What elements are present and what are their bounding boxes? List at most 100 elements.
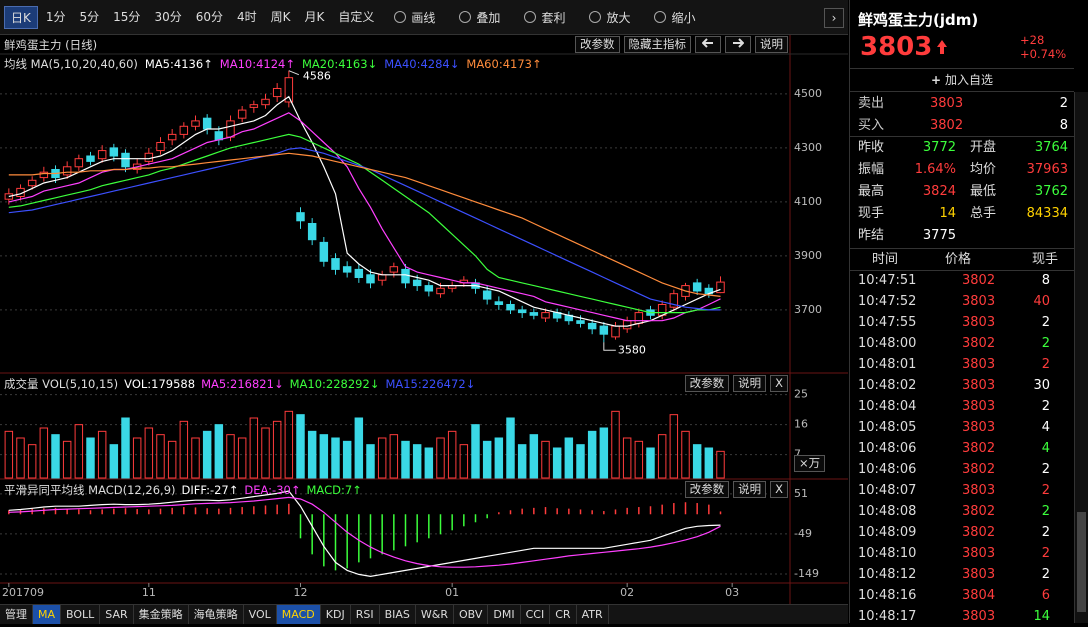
tool-label: 放大 bbox=[606, 10, 631, 25]
header-button[interactable]: 说明 bbox=[733, 481, 767, 498]
volume-bar bbox=[62, 440, 72, 479]
candle-body bbox=[354, 268, 364, 278]
volume-bar bbox=[412, 444, 422, 479]
candle-body bbox=[634, 312, 644, 324]
stat-value: 3762 bbox=[1034, 184, 1068, 199]
header-button[interactable]: 说明 bbox=[733, 375, 767, 392]
candle-body bbox=[716, 281, 725, 294]
legend-item: MA10:228292↓ bbox=[289, 376, 380, 391]
scrollbar[interactable] bbox=[1074, 92, 1088, 623]
period-tab[interactable]: 30分 bbox=[154, 9, 182, 24]
indicator-tab[interactable]: OBV bbox=[454, 605, 489, 624]
legend-item: MACD:7↑ bbox=[306, 482, 362, 497]
volume-bar bbox=[424, 447, 434, 479]
tick-row: 10:48:17 3803 14 bbox=[850, 606, 1074, 627]
indicator-line bbox=[8, 496, 721, 568]
volume-bar bbox=[4, 430, 14, 479]
tick-time: 10:48:12 bbox=[858, 567, 917, 582]
tool-button[interactable]: 套利 bbox=[524, 9, 565, 26]
header-button[interactable]: 说明 bbox=[755, 36, 788, 53]
tick-vol: 2 bbox=[1041, 336, 1050, 351]
indicator-tab[interactable]: MACD bbox=[276, 605, 321, 624]
legend-item: MA60:4173↑ bbox=[466, 56, 542, 71]
indicator-tab[interactable]: KDJ bbox=[321, 605, 351, 624]
tool-button[interactable]: 放大 bbox=[589, 9, 630, 26]
header-button[interactable]: 改参数 bbox=[575, 36, 620, 53]
chart-title: 鲜鸡蛋主力 (日线) bbox=[4, 37, 98, 52]
volume-bar bbox=[576, 444, 585, 479]
header-buttons: 改参数 说明 X bbox=[684, 375, 788, 392]
tool-button[interactable]: 缩小 bbox=[654, 9, 695, 26]
scroll-thumb[interactable] bbox=[1077, 512, 1086, 612]
last-price-box: 3803 bbox=[860, 32, 948, 62]
y-tick-label: 25 bbox=[794, 388, 808, 401]
volume-bar bbox=[517, 444, 527, 479]
header-button[interactable]: 改参数 bbox=[684, 375, 730, 392]
candle-body bbox=[121, 152, 130, 168]
candle-body bbox=[307, 222, 317, 241]
period-tab[interactable]: 日K bbox=[4, 5, 38, 29]
indicator-tab[interactable]: SAR bbox=[100, 605, 134, 624]
volume-header: 成交量 VOL(5,10,15) VOL:179588 MA5:216821↓ MA… bbox=[4, 375, 788, 392]
arrow-button[interactable] bbox=[695, 36, 721, 53]
tick-price: 3802 bbox=[962, 441, 996, 456]
volume-bar bbox=[97, 430, 107, 479]
indicator-tab[interactable]: RSI bbox=[351, 605, 380, 624]
tick-time: 10:48:02 bbox=[858, 378, 917, 393]
macd-header: 平滑异同平均线 MACD(12,26,9) DIFF:-27↑ DEA:-30↑ M… bbox=[4, 481, 788, 498]
candle-body bbox=[284, 77, 294, 103]
legend-item: MA5:4136↑ bbox=[144, 56, 213, 71]
indicator-tab[interactable]: MA bbox=[33, 605, 62, 624]
period-tab[interactable]: 自定义 bbox=[338, 9, 375, 24]
tick-price: 3804 bbox=[962, 588, 996, 603]
period-tab[interactable]: 15分 bbox=[113, 9, 141, 24]
header-button[interactable]: X bbox=[770, 481, 788, 498]
tick-price: 3802 bbox=[962, 273, 996, 288]
add-watchlist[interactable]: + 加入自选 bbox=[850, 68, 1074, 92]
period-tab[interactable]: 月K bbox=[304, 9, 325, 24]
indicator-tab[interactable]: BOLL bbox=[61, 605, 101, 624]
candle-body bbox=[331, 258, 340, 270]
tick-header-cell: 价格 bbox=[945, 252, 972, 267]
tick-row: 10:47:55 3803 2 bbox=[850, 312, 1074, 333]
stat-label: 总手 bbox=[970, 206, 997, 221]
tool-button[interactable]: 叠加 bbox=[459, 9, 500, 26]
header-button[interactable]: X bbox=[770, 375, 788, 392]
indicator-line bbox=[8, 133, 721, 314]
period-tab[interactable]: 60分 bbox=[195, 9, 223, 24]
tick-vol: 2 bbox=[1041, 567, 1050, 582]
period-tab[interactable]: 5分 bbox=[79, 9, 100, 24]
period-tab[interactable]: 1分 bbox=[45, 9, 66, 24]
header-button[interactable]: 改参数 bbox=[684, 481, 730, 498]
indicator-tab[interactable]: CR bbox=[550, 605, 577, 624]
tool-icon bbox=[394, 11, 407, 23]
stat-label: 昨结 bbox=[858, 228, 885, 243]
indicator-tab[interactable]: 管理 bbox=[0, 605, 33, 624]
indicator-tab[interactable]: ATR bbox=[577, 605, 609, 624]
next-button[interactable]: › bbox=[824, 8, 844, 28]
volume-bar bbox=[634, 440, 644, 479]
arrow-button[interactable] bbox=[725, 36, 751, 53]
tick-row: 10:48:08 3802 2 bbox=[850, 501, 1074, 522]
volume-bar bbox=[401, 440, 410, 479]
period-tab[interactable]: 周K bbox=[270, 9, 291, 24]
period-tab[interactable]: 4时 bbox=[237, 9, 257, 24]
indicator-tab[interactable]: DMI bbox=[488, 605, 521, 624]
tick-time: 10:48:06 bbox=[858, 462, 917, 477]
tick-header-cell: 现手 bbox=[1031, 252, 1058, 267]
indicator-tab[interactable]: 集金策略 bbox=[134, 605, 189, 624]
volume-bar bbox=[482, 440, 492, 479]
indicator-line bbox=[8, 95, 721, 327]
tool-button[interactable]: 画线 bbox=[394, 9, 435, 26]
indicator-tab[interactable]: BIAS bbox=[380, 605, 416, 624]
indicator-tab[interactable]: W&R bbox=[416, 605, 454, 624]
header-button[interactable]: 隐藏主指标 bbox=[623, 36, 691, 53]
candle-body bbox=[412, 279, 422, 287]
indicator-tab[interactable]: CCI bbox=[521, 605, 551, 624]
volume-bar bbox=[272, 420, 282, 479]
indicator-tab[interactable]: VOL bbox=[244, 605, 277, 624]
indicator-tab[interactable]: 海龟策略 bbox=[189, 605, 244, 624]
tick-price: 3803 bbox=[962, 378, 996, 393]
stat-value: 3775 bbox=[922, 228, 956, 243]
tick-time: 10:47:52 bbox=[858, 294, 917, 309]
